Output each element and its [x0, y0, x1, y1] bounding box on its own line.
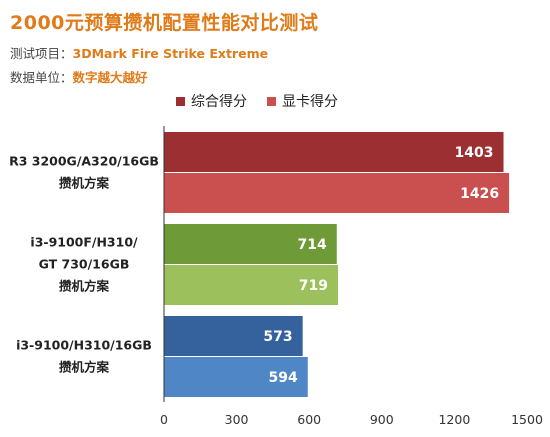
test-item-line: 测试项目：3DMark Fire Strike Extreme — [10, 43, 268, 62]
bar-gpu-0 — [164, 173, 510, 213]
bar-value-label: 719 — [299, 278, 328, 294]
legend-item-total: 综合得分 — [176, 91, 247, 111]
bar-total-0 — [164, 132, 504, 172]
category-label: i3-9100F/H310/ — [30, 235, 138, 250]
x-tick-label: 900 — [370, 412, 394, 427]
legend-item-gpu: 显卡得分 — [267, 91, 338, 111]
chart-legend: 综合得分 显卡得分 — [176, 91, 338, 111]
unit-label: 数据单位： — [10, 70, 73, 85]
x-tick-label: 300 — [225, 412, 249, 427]
x-tick-label: 0 — [160, 412, 168, 427]
bar-value-label: 1403 — [455, 145, 494, 161]
bar-value-label: 1426 — [460, 186, 499, 202]
legend-label-total: 综合得分 — [191, 94, 247, 110]
chart-title: 2000元预算攒机配置性能对比测试 — [10, 12, 319, 34]
bar-value-label: 573 — [263, 329, 292, 345]
unit-value: 数字越大越好 — [72, 70, 148, 85]
category-label: 攒机方案 — [59, 279, 110, 294]
x-tick-label: 600 — [297, 412, 321, 427]
legend-swatch-gpu — [267, 96, 276, 106]
legend-label-gpu: 显卡得分 — [282, 94, 338, 110]
x-tick-label: 1200 — [438, 412, 470, 427]
category-label: 攒机方案 — [59, 176, 110, 191]
bar-total-2 — [164, 316, 303, 356]
category-label: i3-9100/H310/16GB — [16, 338, 152, 353]
bar-total-1 — [164, 224, 337, 264]
bar-gpu-1 — [164, 265, 338, 305]
bar-gpu-2 — [164, 357, 308, 397]
legend-swatch-total — [176, 96, 185, 106]
bar-value-label: 714 — [298, 237, 327, 253]
category-label: R3 3200G/A320/16GB — [9, 154, 159, 169]
category-label: GT 730/16GB — [39, 257, 130, 272]
x-tick-label: 1500 — [511, 412, 543, 427]
test-item-value: 3DMark Fire Strike Extreme — [72, 46, 269, 61]
test-item-label: 测试项目： — [10, 46, 73, 61]
bar-value-label: 594 — [269, 370, 298, 386]
unit-line: 数据单位：数字越大越好 — [10, 67, 148, 86]
category-label: 攒机方案 — [59, 360, 110, 375]
